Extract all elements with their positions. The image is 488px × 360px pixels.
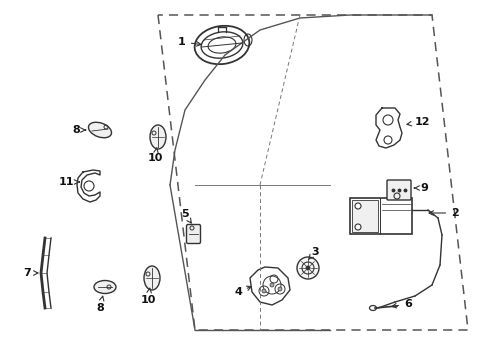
Text: 7: 7 xyxy=(23,268,38,278)
Ellipse shape xyxy=(150,125,165,149)
FancyBboxPatch shape xyxy=(386,180,410,200)
Text: 1: 1 xyxy=(178,37,201,47)
Circle shape xyxy=(305,266,310,270)
Text: 10: 10 xyxy=(147,148,163,163)
FancyBboxPatch shape xyxy=(351,200,377,232)
Text: 10: 10 xyxy=(140,288,155,305)
FancyBboxPatch shape xyxy=(186,225,200,243)
Circle shape xyxy=(354,224,360,230)
Circle shape xyxy=(262,289,265,293)
Circle shape xyxy=(296,257,318,279)
Text: 8: 8 xyxy=(72,125,85,135)
Text: 6: 6 xyxy=(391,299,411,309)
Text: 2: 2 xyxy=(428,208,458,218)
Ellipse shape xyxy=(88,122,111,138)
Ellipse shape xyxy=(143,266,160,290)
Text: 8: 8 xyxy=(96,296,103,313)
Text: 5: 5 xyxy=(181,209,191,223)
Text: 4: 4 xyxy=(234,286,251,297)
Text: 3: 3 xyxy=(308,247,318,260)
Circle shape xyxy=(269,283,273,287)
Text: 11: 11 xyxy=(58,177,79,187)
Ellipse shape xyxy=(94,280,116,293)
Text: 9: 9 xyxy=(413,183,427,193)
Circle shape xyxy=(278,287,282,291)
Text: 12: 12 xyxy=(406,117,429,127)
Circle shape xyxy=(354,203,360,209)
